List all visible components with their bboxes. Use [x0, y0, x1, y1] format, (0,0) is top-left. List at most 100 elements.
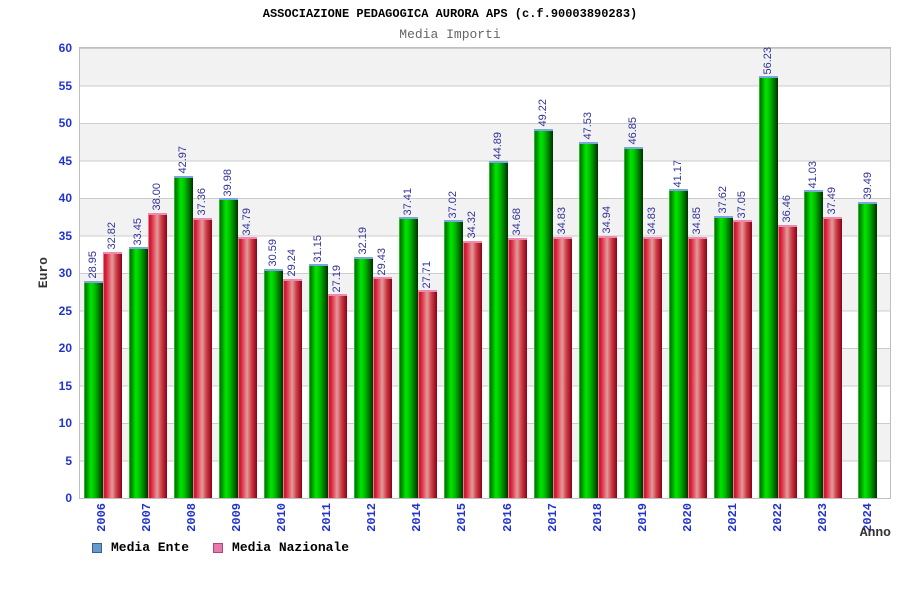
y-tick-35: 35	[58, 228, 72, 243]
bar-media-nazionale-2011: 27.19	[327, 265, 347, 498]
bar-value-label: 37.05	[736, 190, 748, 219]
bar-media-nazionale-2012: 29.43	[372, 248, 392, 498]
x-axis-title: Anno	[859, 525, 891, 540]
bar-media-ente-2016: 44.89	[488, 132, 508, 498]
bar-media-ente-2021: 37.62	[713, 186, 733, 498]
bar-value-label: 46.85	[627, 117, 639, 145]
bar-value-label: 41.17	[672, 159, 684, 188]
bar-media-ente-2023: 41.03	[803, 161, 823, 498]
bar-value-label: 38.00	[151, 183, 163, 211]
bar-media-ente-2007: 33.45	[128, 218, 148, 498]
bar-value-label: 29.43	[376, 247, 388, 276]
bar-value-label: 37.62	[717, 186, 729, 214]
bar-value-label: 47.53	[582, 112, 594, 140]
y-tick-0: 0	[65, 491, 72, 505]
y-tick-55: 55	[58, 78, 72, 93]
bar-media-nazionale-2007: 38.00	[147, 183, 167, 498]
bar-value-label: 56.23	[762, 46, 774, 75]
y-tick-10: 10	[58, 416, 72, 430]
bars-container: 28.95 32.82 33.45 38.00 42.97 37.36 39.98 34.79…	[80, 47, 890, 498]
bar-media-ente-2011: 31.15	[308, 235, 328, 498]
bar-group-2020: 41.17 34.85	[665, 48, 710, 498]
bar-media-ente-2022: 56.23	[758, 47, 778, 498]
legend: Media Ente Media Nazionale	[92, 540, 349, 555]
bar-media-ente-2018: 47.53	[578, 112, 598, 498]
bar-media-ente-2015: 37.02	[443, 191, 463, 498]
bar-media-ente-2010: 30.59	[263, 239, 283, 498]
bar-value-label: 32.82	[106, 222, 118, 250]
bar-media-ente-2017: 49.22	[533, 99, 553, 498]
bar-group-2008: 42.97 37.36	[170, 48, 215, 498]
y-axis-ticks: 0 5 10 15 20 25 30 35 40 45 50 55 60	[0, 41, 72, 505]
bar-value-label: 30.59	[267, 239, 279, 267]
bar-value-label: 27.19	[331, 264, 343, 293]
bar-value-label: 37.49	[826, 187, 838, 215]
bar-value-label: 33.45	[132, 217, 144, 246]
y-tick-40: 40	[58, 191, 72, 205]
bar-value-label: 31.15	[312, 234, 324, 263]
bar-media-nazionale-2010: 29.24	[282, 249, 302, 498]
bar-media-ente-2008: 42.97	[173, 146, 193, 498]
bar-media-nazionale-2017: 34.83	[552, 207, 572, 498]
bar-value-label: 44.89	[492, 131, 504, 160]
bar-media-ente-2014: 37.41	[398, 188, 418, 498]
legend-swatch-media-ente	[92, 542, 102, 553]
bar-value-label: 39.49	[861, 172, 874, 200]
bar-media-nazionale-2009: 34.79	[237, 208, 257, 498]
bar-value-label: 34.94	[601, 206, 613, 234]
bar-media-nazionale-2021: 37.05	[732, 191, 752, 498]
bar-media-nazionale-2020: 34.85	[687, 207, 707, 498]
bar-media-nazionale-2023: 37.49	[822, 187, 842, 498]
bar-value-label: 37.02	[447, 190, 459, 219]
bar-value-label: 32.19	[357, 227, 369, 255]
bar-value-label: 34.85	[691, 207, 703, 235]
bar-group-2016: 44.89 34.68	[485, 48, 530, 498]
bar-group-2014: 37.41 27.71	[395, 48, 440, 498]
bar-group-2011: 31.15 27.19	[305, 48, 350, 498]
bar-value-label: 37.36	[196, 188, 208, 216]
bar-value-label: 39.98	[222, 168, 234, 197]
legend-swatch-media-nazionale	[213, 542, 224, 553]
bar-value-label: 34.83	[556, 207, 568, 235]
bar-media-nazionale-2019: 34.83	[642, 207, 662, 498]
bar-group-2023: 41.03 37.49	[800, 48, 845, 498]
bar-group-2022: 56.23 36.46	[755, 47, 800, 498]
bar-value-label: 34.32	[466, 211, 478, 239]
y-tick-15: 15	[58, 378, 72, 393]
y-tick-60: 60	[58, 41, 72, 55]
plot-area: 28.95 32.82 33.45 38.00 42.97 37.36 39.98 34.79…	[79, 47, 891, 499]
bar-value-label: 37.41	[402, 187, 414, 216]
bar-group-2012: 32.19 29.43	[350, 48, 395, 498]
bar-value-label: 27.71	[421, 260, 433, 289]
legend-label-media-nazionale: Media Nazionale	[232, 540, 350, 555]
bar-media-nazionale-2008: 37.36	[192, 188, 212, 498]
bar-media-ente-2020: 41.17	[668, 160, 688, 498]
y-tick-5: 5	[65, 453, 72, 468]
bar-value-label: 34.68	[511, 208, 523, 236]
bar-media-ente-2009: 39.98	[218, 169, 238, 498]
bar-value-label: 41.03	[807, 160, 819, 189]
bar-group-2009: 39.98 34.79	[215, 48, 260, 498]
bar-group-2010: 30.59 29.24	[260, 48, 305, 498]
bar-media-ente-2012: 32.19	[353, 227, 373, 498]
bar-media-ente-2024: 39.49	[858, 172, 877, 498]
bar-media-ente-2019: 46.85	[623, 117, 643, 498]
bar-group-2021: 37.62 37.05	[710, 48, 755, 498]
bar-value-label: 34.79	[241, 207, 253, 236]
bar-media-nazionale-2006: 32.82	[102, 222, 122, 498]
bar-group-2019: 46.85 34.83	[620, 48, 665, 498]
y-tick-25: 25	[58, 303, 72, 318]
bar-media-nazionale-2015: 34.32	[462, 211, 482, 498]
bar-group-2017: 49.22 34.83	[530, 48, 575, 498]
bar-group-2015: 37.02 34.32	[440, 48, 485, 498]
bar-value-label: 36.46	[781, 195, 793, 223]
bar-value-label: 34.83	[646, 207, 658, 235]
bar-media-nazionale-2014: 27.71	[417, 261, 437, 498]
legend-label-media-ente: Media Ente	[111, 540, 190, 555]
bar-value-label: 49.22	[537, 99, 549, 127]
bar-value-label: 42.97	[177, 146, 189, 174]
y-tick-20: 20	[58, 341, 72, 355]
y-tick-45: 45	[58, 153, 72, 168]
y-tick-30: 30	[58, 266, 72, 280]
